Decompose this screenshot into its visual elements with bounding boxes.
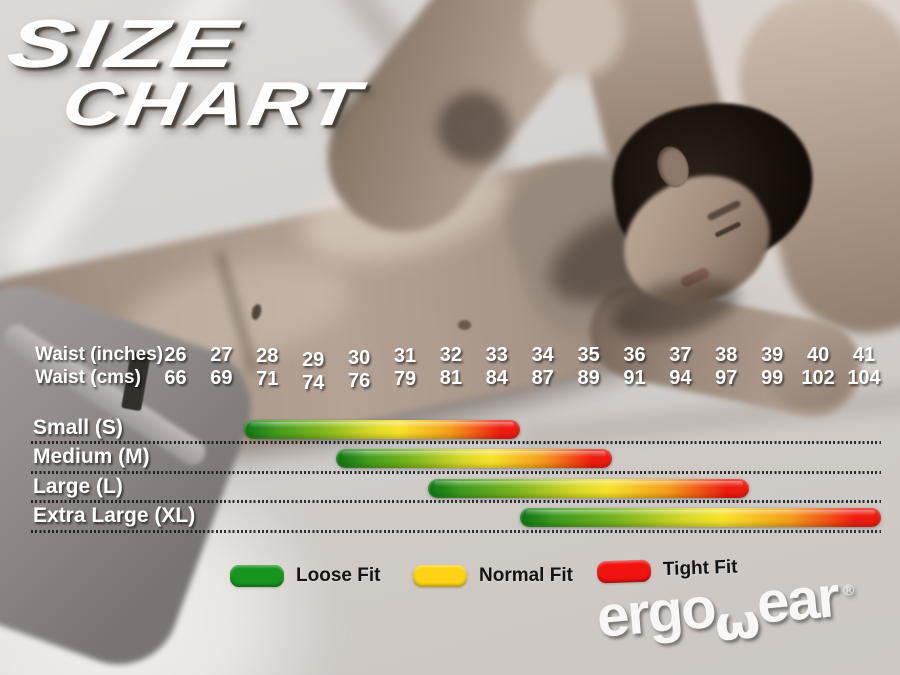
page-title: SIZE CHART: [3, 6, 367, 139]
waist-inches-value: 37: [669, 344, 692, 366]
waist-cms-value: 69: [210, 367, 233, 389]
waist-cms-row: Waist (cms) 66 69 71 74 76 79 81 84 87 89 91 94 97 99…: [0, 367, 900, 394]
fit-legend: Loose Fit Normal Fit Tight Fit: [0, 557, 900, 591]
size-row-label: Large (L): [33, 474, 123, 498]
photo-nipple: [458, 320, 471, 330]
waist-cms-value: 66: [164, 367, 187, 389]
fit-range-bar: [427, 478, 750, 498]
dotted-separator: [31, 500, 881, 504]
waist-inches-value: 31: [393, 345, 417, 367]
dotted-separator: [31, 529, 881, 533]
waist-cms-value: 97: [715, 367, 738, 389]
legend-item-loose-fit: Loose Fit: [230, 565, 380, 587]
size-row: Large (L): [0, 475, 900, 504]
waist-cms-value: 102: [801, 367, 835, 389]
waist-inches-value: 29: [302, 349, 325, 371]
waist-inches-value: 32: [439, 344, 463, 366]
logo-text-ear: ear: [754, 564, 841, 636]
waist-inches-value: 35: [577, 344, 600, 366]
size-row: Small (S): [0, 416, 900, 445]
waist-inches-value: 41: [852, 344, 876, 366]
fit-range-bar: [519, 508, 881, 528]
size-row-label: Small (S): [33, 416, 123, 439]
waist-inches-value: 36: [623, 344, 646, 366]
photo-armpit: [438, 92, 510, 164]
waist-cms-value: 91: [623, 367, 646, 389]
fit-range-bar: [336, 449, 612, 469]
dotted-separator: [31, 470, 881, 474]
waist-cms-value: 89: [577, 367, 600, 389]
waist-cms-value: 87: [531, 367, 554, 389]
size-row: Extra Large (XL): [0, 504, 900, 533]
waist-cms-value: 99: [761, 367, 784, 389]
waist-cms-label: Waist (cms): [35, 367, 141, 388]
waist-inches-value: 38: [715, 344, 738, 366]
logo-omega-w: ω: [711, 593, 763, 653]
fit-range-bar: [244, 420, 520, 439]
waist-inches-value: 27: [210, 344, 233, 366]
waist-cms-value: 76: [347, 370, 371, 392]
normal-fit-swatch: [413, 565, 467, 587]
waist-cms-value: 84: [485, 367, 508, 389]
size-row-label: Medium (M): [33, 445, 150, 469]
loose-fit-swatch: [230, 565, 284, 587]
waist-inches-value: 30: [347, 347, 371, 369]
size-row: Medium (M): [0, 445, 900, 474]
waist-cms-value: 79: [393, 368, 417, 390]
waist-inches-value: 34: [531, 344, 554, 366]
waist-inches-label: Waist (inches): [35, 344, 164, 365]
waist-inches-value: 26: [164, 344, 187, 366]
waist-inches-value: 40: [806, 344, 830, 366]
waist-inches-value: 39: [761, 344, 784, 366]
dotted-separator: [31, 441, 881, 445]
normal-fit-label: Normal Fit: [479, 565, 573, 586]
logo-text-ergo: ergo: [594, 574, 718, 650]
waist-cms-value: 81: [439, 367, 463, 389]
size-row-label: Extra Large (XL): [33, 504, 196, 528]
loose-fit-label: Loose Fit: [296, 565, 381, 586]
waist-cms-value: 71: [256, 368, 279, 390]
size-rows: Small (S) Medium (M) Large (L) Extra Large …: [0, 416, 900, 534]
waist-inches-row: Waist (inches) 26 27 28 29 30 31 32 33 34 35 36 37 3…: [0, 344, 900, 371]
waist-cms-value: 104: [847, 367, 881, 389]
registered-trademark-icon: ®: [842, 581, 856, 600]
legend-item-normal-fit: Normal Fit: [413, 565, 573, 587]
waist-cms-value: 94: [669, 367, 692, 389]
waist-inches-value: 33: [485, 344, 508, 366]
title-line-size: SIZE: [2, 6, 246, 82]
waist-cms-value: 74: [302, 372, 325, 394]
waist-inches-value: 28: [256, 345, 279, 367]
title-line-chart: CHART: [57, 70, 367, 139]
